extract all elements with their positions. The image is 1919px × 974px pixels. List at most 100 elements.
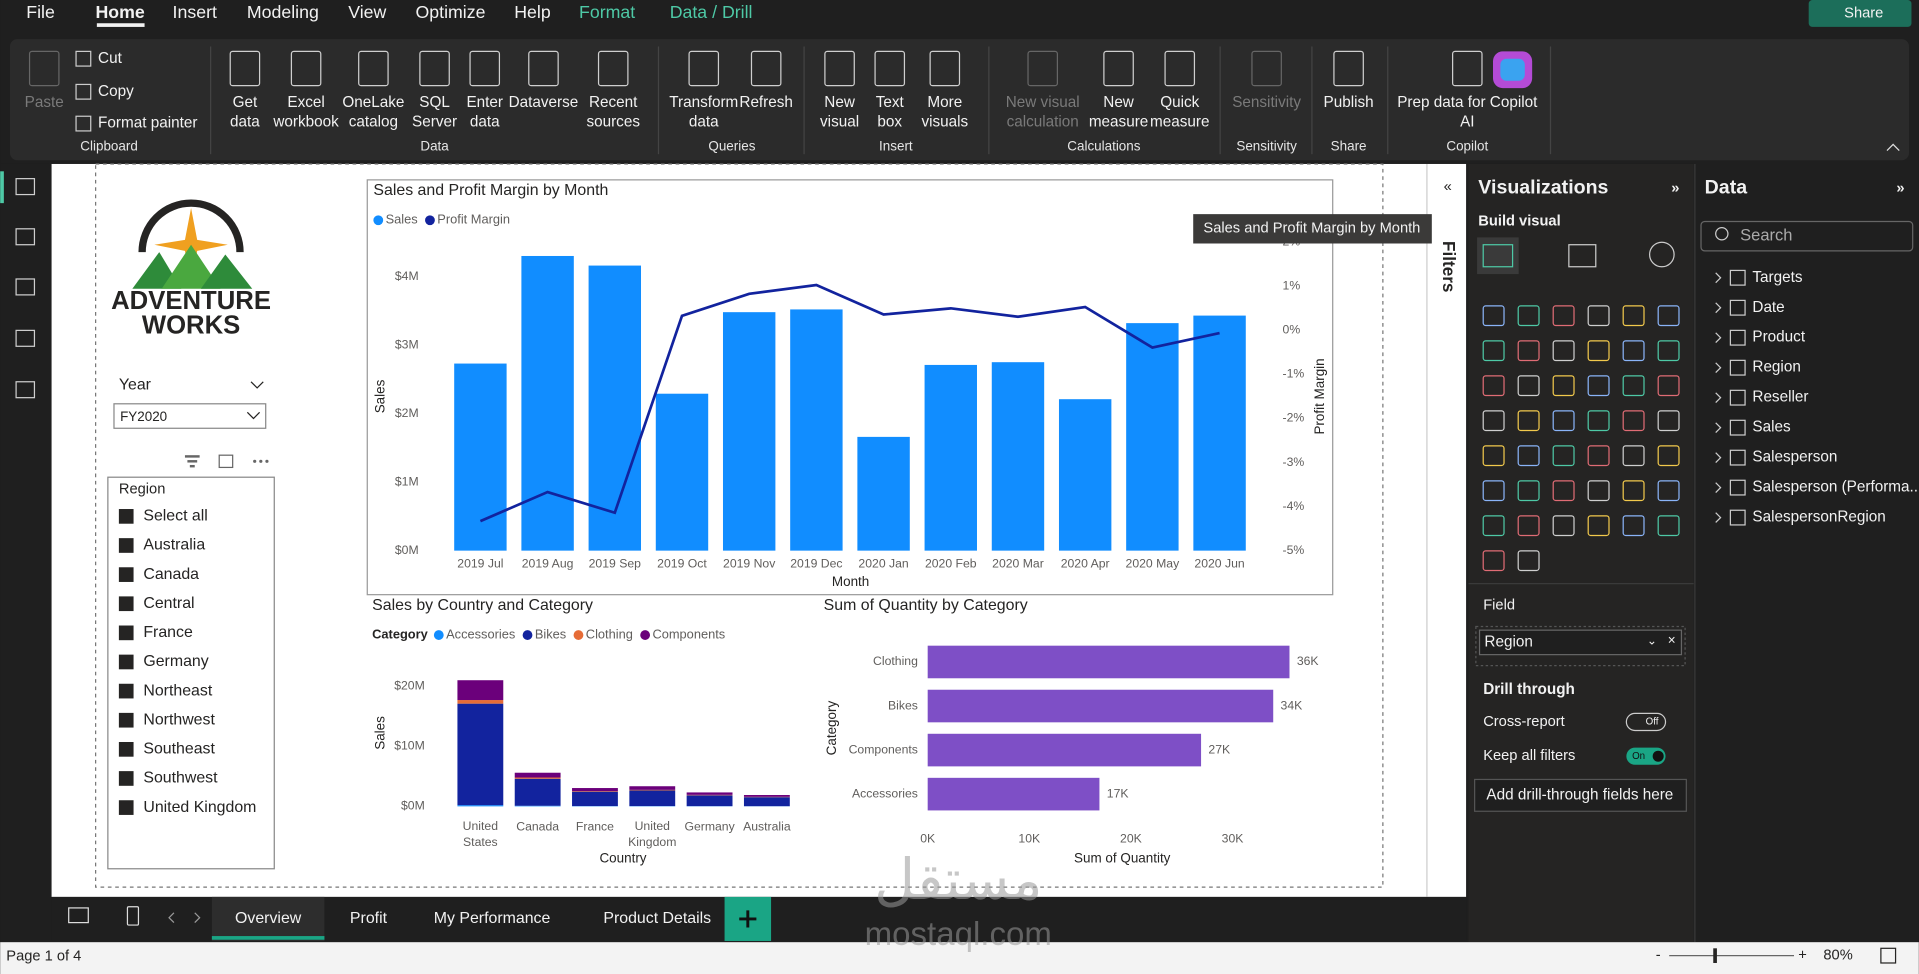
button-icon[interactable]: [1333, 50, 1364, 87]
visual-type-icon[interactable]: [1517, 445, 1540, 467]
legend-label[interactable]: Components: [652, 626, 725, 641]
bar[interactable]: [927, 689, 1274, 723]
ribbon-button[interactable]: data: [470, 113, 500, 130]
ribbon-button[interactable]: data: [689, 113, 719, 130]
bar[interactable]: [655, 393, 709, 551]
visual-type-icon[interactable]: [1622, 305, 1645, 327]
bar-segment[interactable]: [514, 777, 561, 779]
active-tab[interactable]: [211, 896, 325, 941]
checkbox[interactable]: [118, 625, 134, 641]
share-label[interactable]: Share: [1844, 5, 1883, 21]
expand-chevron[interactable]: [1715, 422, 1722, 433]
ribbon-button[interactable]: Transform: [669, 94, 738, 111]
legend-label[interactable]: Profit Margin: [437, 212, 510, 227]
bar[interactable]: [521, 255, 574, 551]
zoom-in[interactable]: +: [1798, 948, 1807, 964]
region-item[interactable]: France: [143, 624, 193, 641]
legend-label[interactable]: Sales: [386, 212, 418, 227]
pane-collapse[interactable]: »: [1896, 180, 1904, 196]
button-icon[interactable]: [469, 50, 501, 87]
legend-label[interactable]: Bikes: [535, 626, 566, 641]
checkbox[interactable]: [118, 712, 134, 728]
ribbon-button[interactable]: visual: [820, 113, 859, 130]
visual-type-icon[interactable]: [1517, 340, 1540, 362]
ribbon-button[interactable]: Quick: [1160, 94, 1199, 111]
visual-type-icon[interactable]: [1482, 375, 1505, 397]
ribbon-button[interactable]: SQL: [419, 94, 450, 111]
visual-type-icon[interactable]: [1482, 305, 1505, 327]
expand-chevron[interactable]: [1715, 332, 1722, 344]
filters-collapse[interactable]: «: [1444, 179, 1452, 195]
build-icon[interactable]: [1482, 244, 1514, 268]
button-icon[interactable]: [1164, 50, 1196, 87]
ribbon-button[interactable]: sources: [586, 113, 640, 130]
button-icon[interactable]: [75, 115, 92, 132]
button-icon[interactable]: [358, 50, 389, 87]
field-remove[interactable]: ×: [1668, 633, 1676, 648]
checkbox[interactable]: [118, 567, 134, 582]
visual-type-icon[interactable]: [1482, 445, 1505, 467]
visual-type-icon[interactable]: [1482, 550, 1505, 572]
ribbon-button[interactable]: measure: [1150, 113, 1209, 130]
field-chip[interactable]: [1478, 629, 1683, 656]
bar[interactable]: [790, 309, 843, 551]
tab-scroll[interactable]: [168, 912, 201, 924]
bar-segment[interactable]: [743, 797, 790, 807]
year-dropdown[interactable]: [113, 403, 267, 429]
desktop-view-icon[interactable]: [68, 907, 89, 924]
bar[interactable]: [1193, 315, 1246, 551]
button-icon[interactable]: [75, 50, 92, 67]
field-value[interactable]: Region: [1484, 633, 1532, 650]
button-icon[interactable]: [1103, 50, 1134, 87]
visual-type-icon[interactable]: [1552, 305, 1575, 327]
expand-chevron[interactable]: [1715, 452, 1722, 463]
expand-chevron[interactable]: [1715, 512, 1722, 523]
expand-chevron[interactable]: [1715, 302, 1722, 314]
checkbox[interactable]: [118, 596, 134, 612]
ribbon-button[interactable]: Copy: [98, 83, 134, 100]
region-item[interactable]: Southeast: [143, 741, 215, 758]
ribbon-button[interactable]: New: [1103, 94, 1135, 111]
ribbon-button[interactable]: OneLake: [342, 94, 404, 111]
visual-type-icon[interactable]: [1552, 375, 1575, 397]
ribbon-button[interactable]: Prep data for Copilot: [1397, 94, 1538, 111]
ribbon-button[interactable]: Enter: [466, 94, 503, 111]
visual-type-icon[interactable]: [1517, 305, 1540, 327]
button-icon[interactable]: [229, 50, 261, 87]
table-name[interactable]: Region: [1752, 359, 1800, 376]
expand-chevron[interactable]: [1715, 482, 1722, 493]
bar[interactable]: [927, 733, 1202, 767]
bar-segment[interactable]: [457, 703, 504, 806]
region-item[interactable]: Germany: [143, 653, 208, 670]
expand-chevron[interactable]: [1715, 362, 1722, 374]
ribbon-button[interactable]: Excel: [287, 94, 324, 111]
visual-type-icon[interactable]: [1587, 305, 1610, 327]
ribbon-button[interactable]: box: [877, 113, 902, 130]
menu-item[interactable]: Optimize: [415, 2, 485, 22]
visual-type-icon[interactable]: [1482, 480, 1505, 502]
bar-segment[interactable]: [457, 680, 504, 701]
mobile-view-icon[interactable]: [126, 906, 140, 926]
bar-segment[interactable]: [514, 805, 561, 807]
visual-type-icon[interactable]: [1587, 410, 1610, 432]
visual-type-icon[interactable]: [1657, 480, 1680, 502]
legend-label[interactable]: Accessories: [446, 626, 515, 641]
visual-type-icon[interactable]: [1587, 375, 1610, 397]
bar-segment[interactable]: [457, 805, 504, 807]
checkbox[interactable]: [118, 742, 134, 757]
table-name[interactable]: Reseller: [1752, 389, 1808, 406]
button-icon[interactable]: [929, 50, 961, 87]
legend-label[interactable]: Clothing: [586, 626, 633, 641]
slicer-header-icons[interactable]: [184, 454, 269, 469]
nav-icons[interactable]: [15, 178, 36, 399]
visual-type-icon[interactable]: [1517, 410, 1540, 432]
checkbox[interactable]: [118, 683, 134, 699]
ribbon-button[interactable]: New visual: [1006, 94, 1080, 111]
ribbon-button[interactable]: Dataverse: [509, 94, 579, 111]
menu-item[interactable]: Modeling: [247, 2, 319, 22]
visual-type-icon[interactable]: [1482, 410, 1505, 432]
checkbox[interactable]: [118, 538, 134, 553]
checkbox[interactable]: [118, 654, 134, 670]
ribbon-button[interactable]: More: [927, 94, 962, 111]
ribbon-button[interactable]: measure: [1089, 113, 1148, 130]
